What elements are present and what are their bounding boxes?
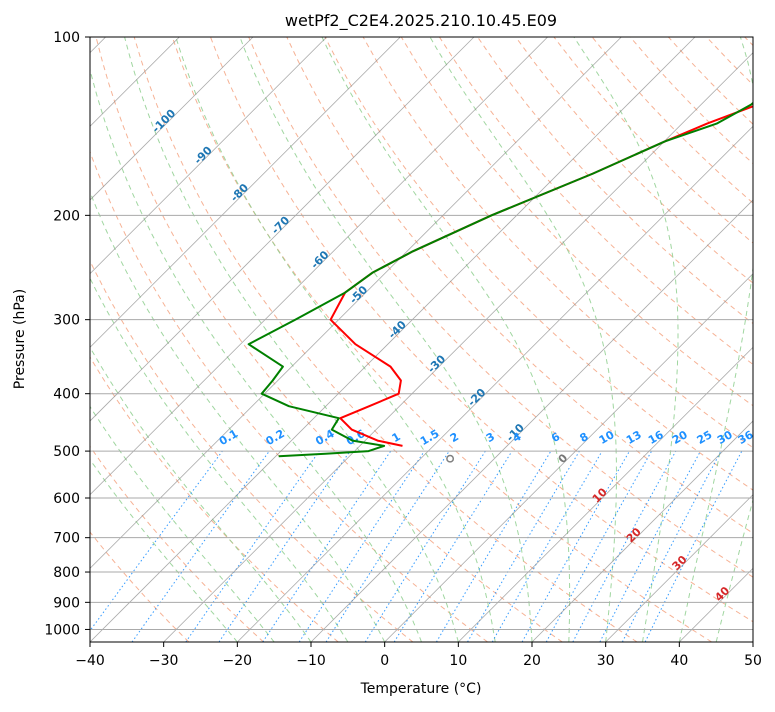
parcel-marker <box>447 456 453 462</box>
x-tick-label: 10 <box>449 653 467 669</box>
isotherm-label: -50 <box>347 283 370 306</box>
mixing-ratio-line <box>365 451 485 642</box>
isotherm-line <box>0 37 474 642</box>
mixing-ratio-label: 13 <box>624 428 644 447</box>
moist-adiabat <box>322 37 570 642</box>
isotherm-line <box>458 37 775 642</box>
isotherm-label: -100 <box>150 107 179 136</box>
chart-title: wetPf2_C2E4.2025.210.10.45.E09 <box>285 11 557 31</box>
y-tick-label: 500 <box>53 444 80 460</box>
y-tick-label: 200 <box>53 208 80 224</box>
x-tick-label: −30 <box>149 653 179 669</box>
x-tick-label: 20 <box>523 653 541 669</box>
isotherm-line <box>753 37 775 642</box>
mixing-ratio-label: 16 <box>646 428 666 447</box>
mixing-ratio-label: 0.1 <box>217 427 240 448</box>
x-axis-title: Temperature (°C) <box>360 681 482 697</box>
x-tick-label: −20 <box>223 653 253 669</box>
x-tick-label: −10 <box>296 653 326 669</box>
mixing-ratio-label: 3 <box>484 430 497 445</box>
isotherm-label: -80 <box>228 181 251 204</box>
moist-adiabat <box>17 37 348 642</box>
plot-frame <box>90 37 753 642</box>
y-tick-label: 1000 <box>44 622 80 638</box>
isotherm-line <box>679 37 775 642</box>
y-tick-label: 300 <box>53 313 80 329</box>
moist-adiabat <box>125 37 459 642</box>
dry-adiabat <box>0 37 338 642</box>
isotherm-label: -40 <box>386 318 409 341</box>
dry-adiabat <box>0 37 264 642</box>
dry-adiabat <box>58 37 488 642</box>
y-tick-label: 100 <box>53 30 80 46</box>
isotherm-label: -30 <box>425 352 448 375</box>
x-axis: −40 −30 −20 −10 0 10 20 30 40 50 <box>75 642 762 669</box>
mixing-ratio-label: 10 <box>597 428 617 447</box>
mixing-ratio-line <box>299 451 424 642</box>
mixing-ratio-label: 20 <box>670 428 690 447</box>
dry-adiabat <box>592 37 775 642</box>
x-tick-label: 0 <box>380 653 389 669</box>
moist-adiabat <box>679 37 760 642</box>
isotherm-line <box>0 37 253 642</box>
mixing-ratio-label: 25 <box>695 428 715 447</box>
mixing-ratio-line <box>326 451 449 642</box>
background-labels: -100-90-80-70-60-50-40-30-20-10010203040… <box>150 107 756 605</box>
series-layer <box>249 37 775 462</box>
y-axis: 100 200 300 400 500 600 700 800 900 1000 <box>44 30 90 638</box>
moist-adiabat <box>716 37 775 642</box>
x-tick-label: 40 <box>670 653 688 669</box>
dry-adiabat <box>745 37 775 642</box>
isotherm-label: -60 <box>308 248 331 271</box>
mixing-ratio-line <box>522 451 629 642</box>
mixing-ratio-line <box>573 451 676 642</box>
isotherm-line <box>237 37 775 642</box>
dry-adiabat <box>668 37 775 642</box>
y-axis-title: Pressure (hPa) <box>12 289 28 389</box>
isotherm-line <box>385 37 775 642</box>
isotherm-label: 10 <box>590 485 610 505</box>
isotherm-label: 20 <box>624 525 644 545</box>
y-tick-label: 600 <box>53 491 80 507</box>
mixing-ratio-line <box>436 451 551 642</box>
x-tick-label: 30 <box>597 653 615 669</box>
moist-adiabat <box>0 37 237 642</box>
mixing-ratio-line <box>82 451 223 642</box>
dry-adiabat <box>707 37 775 642</box>
isotherm-label: 30 <box>670 553 690 573</box>
mixing-ratio-label: 30 <box>715 428 735 447</box>
y-tick-label: 900 <box>53 595 80 611</box>
isotherm-line <box>164 37 769 642</box>
y-tick-label: 700 <box>53 531 80 547</box>
mixing-ratio-line <box>263 451 391 642</box>
mixing-ratio-line <box>468 451 580 642</box>
isotherm-label: -70 <box>269 214 292 237</box>
moist-adiabat <box>574 37 678 642</box>
dry-adiabat <box>20 37 413 642</box>
background-lines <box>0 37 775 642</box>
temperature-profile-line <box>331 37 775 446</box>
isotherm-label: -90 <box>192 144 215 167</box>
isotherm-line <box>0 37 400 642</box>
x-tick-label: 50 <box>744 653 762 669</box>
moist-adiabat <box>240 37 532 642</box>
mixing-ratio-label: 1.5 <box>418 427 441 448</box>
moist-adiabat <box>176 37 495 642</box>
isotherm-line <box>0 37 548 642</box>
mixing-ratio-label: 2 <box>448 430 461 445</box>
y-tick-label: 400 <box>53 387 80 403</box>
moist-adiabat <box>0 37 274 642</box>
x-tick-label: −40 <box>75 653 105 669</box>
dry-adiabat <box>516 37 775 642</box>
y-tick-label: 800 <box>53 565 80 581</box>
